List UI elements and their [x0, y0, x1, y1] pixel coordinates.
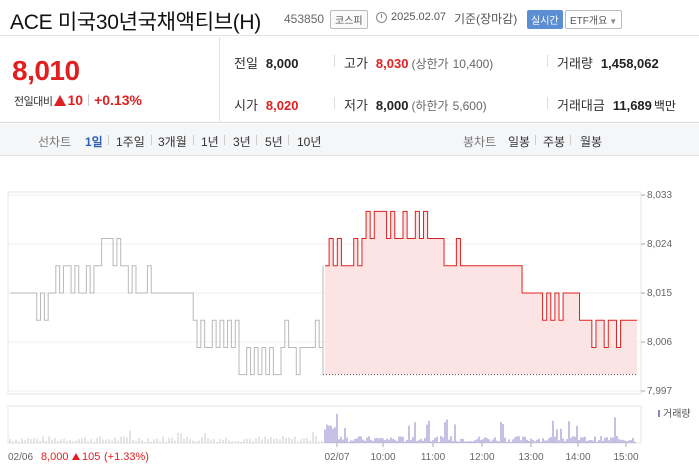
quote-basis: 기준(장마감) — [454, 12, 518, 26]
tab-period-1w[interactable]: 1주일 — [116, 135, 145, 149]
y-tick-label: 8,024 — [647, 239, 672, 250]
today-series — [325, 210, 637, 348]
stat-label: 거래대금 — [557, 98, 605, 113]
y-axis: 8,033 8,024 8,015 8,006 7,997 — [641, 190, 672, 397]
divider — [88, 94, 90, 106]
chart-tabs: 선차트 1일 1주일 3개월 1년 3년 5년 10년 봉차트 일봉 주봉 월봉 — [0, 124, 699, 156]
stat-value: 1,458,062 — [600, 56, 659, 71]
up-arrow-icon — [54, 95, 67, 106]
change-row: 전일대비 10 +0.13% — [14, 92, 142, 109]
tab-period-3y[interactable]: 3년 — [233, 135, 251, 149]
prev-day-change: 105 — [82, 451, 100, 463]
divider — [334, 55, 335, 67]
x-tick-label: 02/07 — [324, 452, 349, 463]
etf-overview-label: ETF개요 — [570, 16, 608, 27]
realtime-button[interactable]: 실시간 — [527, 10, 563, 29]
etf-overview-dropdown[interactable]: ETF개요 ▼ — [565, 10, 623, 29]
ticker-code: 453850 — [284, 12, 325, 26]
x-axis: 02/07 10:00 11:00 12:00 13:00 14:00 15:00 — [324, 443, 639, 463]
stat-sub: 5,600) — [452, 99, 487, 113]
stat-value: 8,030 — [375, 56, 409, 71]
change-value: 10 — [67, 92, 84, 108]
divider — [219, 37, 220, 123]
divider — [535, 135, 536, 145]
tab-candle-weekly[interactable]: 주봉 — [543, 135, 566, 149]
tab-candle-daily[interactable]: 일봉 — [508, 135, 531, 149]
stat-value: 8,000 — [265, 56, 299, 71]
today-price-line — [325, 210, 637, 348]
tab-period-1d[interactable]: 1일 — [85, 135, 103, 149]
x-tick-label: 13:00 — [518, 452, 543, 463]
x-tick-label: 11:00 — [421, 452, 446, 463]
current-price: 8,010 — [12, 55, 80, 86]
y-tick-label: 8,006 — [647, 337, 672, 348]
market-badge: 코스피 — [330, 10, 368, 29]
chevron-down-icon: ▼ — [609, 17, 618, 26]
divider — [108, 135, 109, 145]
stat-value: 8,020 — [265, 98, 299, 113]
stat-sub: 10,400) — [452, 57, 494, 71]
divider — [193, 135, 194, 145]
stat-label: 저가 — [344, 98, 368, 113]
quote-date: 2025.02.07 — [391, 11, 447, 23]
stat-label: 전일 — [234, 56, 258, 71]
line-chart-label: 선차트 — [38, 135, 72, 149]
prev-day-footer: 02/06 8,000 105 (+1.33%) — [8, 451, 149, 463]
x-tick-label: 12:00 — [469, 452, 494, 463]
y-tick-label: 8,015 — [647, 288, 672, 299]
stat-value: 11,689 — [612, 98, 652, 113]
amount-stat: 거래대금 11,689 백만 — [557, 95, 676, 114]
x-tick-label: 15:00 — [613, 452, 638, 463]
prev-day-line — [10, 238, 323, 376]
tab-period-3m[interactable]: 3개월 — [158, 135, 187, 149]
volume-pane: 거래량 — [7, 405, 691, 444]
prev-day-date: 02/06 — [8, 452, 33, 463]
prev-day-change-pct: (+1.33%) — [104, 451, 149, 463]
divider — [224, 135, 225, 145]
intraday-chart: 8,033 8,024 8,015 8,006 7,997 거래량 02/07 10:00… — [0, 158, 699, 475]
tab-period-1y[interactable]: 1년 — [201, 135, 219, 149]
tab-candle-monthly[interactable]: 월봉 — [580, 135, 603, 149]
divider — [570, 135, 571, 145]
volume-legend-swatch — [658, 410, 660, 417]
today-fill-area — [325, 211, 637, 375]
volume-stat: 거래량 1,458,062 — [557, 53, 659, 72]
stat-value: 8,000 — [375, 98, 409, 113]
divider — [288, 135, 289, 145]
prev-day-series — [10, 238, 324, 376]
x-tick-label: 14:00 — [565, 452, 590, 463]
up-arrow-icon — [72, 453, 80, 460]
page-header: ACE 미국30년국채액티브(H) 453850 코스피 2025.02.07 … — [0, 0, 699, 36]
y-tick-label: 8,033 — [647, 190, 672, 201]
volume-legend-label: 거래량 — [663, 408, 691, 420]
chart-fill — [325, 211, 637, 375]
stat-sub: (상한가 — [411, 57, 449, 71]
candle-chart-label: 봉차트 — [463, 135, 497, 149]
divider — [334, 97, 335, 109]
open-stat: 시가 8,020 — [234, 95, 298, 114]
y-tick-label: 7,997 — [647, 386, 672, 397]
stat-label: 고가 — [344, 56, 368, 71]
divider — [547, 97, 548, 109]
high-stat: 고가 8,030 (상한가 10,400) — [344, 53, 493, 72]
clock-icon — [376, 12, 387, 23]
low-stat: 저가 8,000 (하한가 5,600) — [344, 95, 487, 114]
price-summary: 8,010 전일대비 10 +0.13% 전일 8,000 고가 8,030 (상한가 10… — [0, 37, 699, 123]
divider — [151, 135, 152, 145]
stat-label: 시가 — [234, 98, 258, 113]
x-tick-label: 10:00 — [370, 452, 395, 463]
stat-unit: 백만 — [653, 99, 676, 113]
divider — [547, 55, 548, 67]
divider — [256, 135, 257, 145]
stat-sub: (하한가 — [411, 99, 449, 113]
change-label: 전일대비 — [14, 96, 53, 108]
prev-day-close: 8,000 — [41, 451, 69, 463]
prev-close-stat: 전일 8,000 — [234, 53, 298, 72]
change-percent: +0.13% — [94, 92, 142, 108]
tab-period-10y[interactable]: 10년 — [297, 135, 322, 149]
page-title: ACE 미국30년국채액티브(H) — [10, 11, 261, 34]
stat-label: 거래량 — [557, 56, 593, 71]
chart-svg: 8,033 8,024 8,015 8,006 7,997 거래량 02/07 10:00… — [7, 190, 691, 463]
tab-period-5y[interactable]: 5년 — [265, 135, 283, 149]
